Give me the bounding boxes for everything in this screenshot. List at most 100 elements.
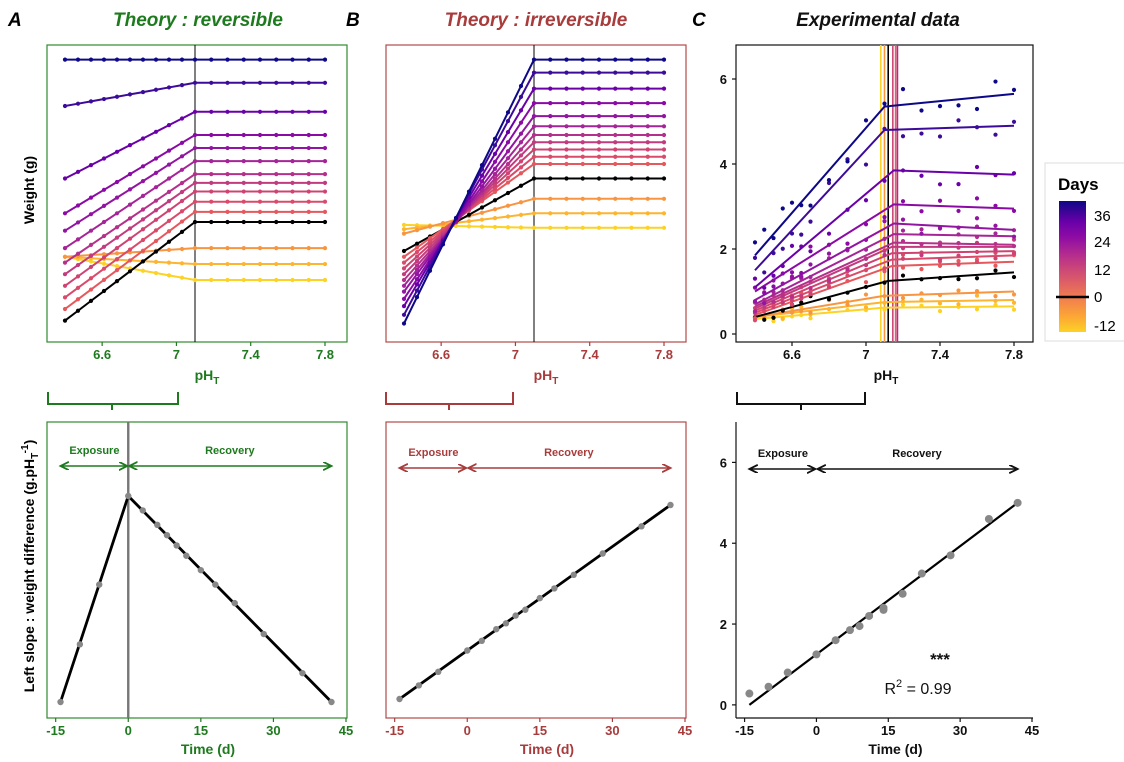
obs-point-c-day-3 xyxy=(845,278,850,284)
series-point-a-day-6 xyxy=(225,199,230,204)
series-point-b-day-3 xyxy=(564,161,569,167)
obs-point-c-day-0 xyxy=(863,284,869,290)
series-point-a-day-8 xyxy=(166,208,172,213)
obs-point-c-day-8 xyxy=(1011,251,1017,256)
slope-point-a xyxy=(96,581,103,588)
series-point-b-day-10 xyxy=(401,272,407,277)
series-point-a-day-42 xyxy=(62,57,68,62)
obs-point-c-day-28 xyxy=(789,243,795,248)
series-point-b-day-36 xyxy=(548,70,553,75)
series-point-b-day-18 xyxy=(564,114,569,119)
slope-point-a xyxy=(231,599,238,607)
series-point-a-day-22 xyxy=(153,156,159,161)
series-point-b-day-15 xyxy=(492,172,498,177)
series-point-a-day-18 xyxy=(114,195,120,200)
legend-tick-12: 12 xyxy=(1094,262,1111,279)
series-point-b-day--14 xyxy=(466,224,472,229)
series-point-a-day-3 xyxy=(290,209,295,214)
series-point-b-day-36 xyxy=(629,70,634,75)
panel-b2-xtick-label: 0 xyxy=(464,723,471,738)
series-point-a-day-22 xyxy=(62,211,68,216)
obs-point-c-day-12 xyxy=(900,238,906,244)
series-point-b-day-36 xyxy=(564,70,569,75)
series-point-a-day-8 xyxy=(225,189,230,194)
series-point-a-day-42 xyxy=(127,57,133,62)
series-point-a-day-0 xyxy=(209,219,214,225)
obs-point-c-day-18 xyxy=(845,246,850,252)
series-point-a-day-6 xyxy=(306,199,311,204)
obs-point-c-day-22 xyxy=(882,215,887,220)
series-point-b-day-28 xyxy=(492,151,498,156)
series-point-b-day--14 xyxy=(401,222,407,227)
obs-point-c-day-42 xyxy=(789,200,795,205)
series-point-b-day-6 xyxy=(613,154,618,159)
obs-point-c-day-0 xyxy=(799,300,804,305)
series-point-a-day-22 xyxy=(179,140,185,145)
slope-point-b xyxy=(396,695,403,703)
obs-point-c-day-22 xyxy=(956,208,961,214)
panel-c-xtick-label: 7 xyxy=(862,347,869,362)
series-point-a-day-3 xyxy=(322,209,328,214)
exposure-label-c: Exposure xyxy=(758,448,808,460)
series-point-a-day-28 xyxy=(225,109,230,114)
obs-point-c-day-15 xyxy=(808,274,813,280)
series-point-a-day-42 xyxy=(192,57,198,62)
obs-point-c-day-8 xyxy=(808,291,813,297)
obs-point-c-day-10 xyxy=(863,263,869,268)
series-point-b-day-42 xyxy=(466,189,472,194)
brace-a xyxy=(47,392,179,410)
time-x-label-b: Time (d) xyxy=(520,741,574,757)
obs-point-c-day-28 xyxy=(771,273,776,278)
obs-point-c-day--14 xyxy=(937,309,943,314)
series-point-b-day--10 xyxy=(645,211,650,216)
obs-point-c-day-28 xyxy=(937,182,943,187)
obs-point-c-day-3 xyxy=(882,269,887,274)
series-point-a-day-3 xyxy=(75,297,81,302)
slope-point-c xyxy=(946,551,955,560)
series-point-a-day--6 xyxy=(114,251,120,256)
series-point-a-day-12 xyxy=(101,233,107,239)
obs-point-c-day-36 xyxy=(919,131,924,136)
obs-point-c-day--10 xyxy=(974,293,980,298)
time-x-label-a: Time (d) xyxy=(181,741,235,757)
series-point-a-day--10 xyxy=(306,261,311,267)
series-point-a-day-28 xyxy=(257,109,263,114)
series-point-a-day--14 xyxy=(140,268,146,273)
series-point-a-day-12 xyxy=(88,242,94,248)
fit-line-c-day-12 xyxy=(754,241,1015,308)
series-point-a-day-22 xyxy=(241,132,246,138)
ph-x-label-c: pHT xyxy=(874,367,899,387)
series-point-a-day--6 xyxy=(241,246,246,251)
series-point-b-day--6 xyxy=(564,196,569,201)
ph-x-label-a: pHT xyxy=(195,367,220,387)
series-point-b-day--14 xyxy=(548,225,553,230)
series-point-b-day-0 xyxy=(479,205,485,210)
series-point-a-day-42 xyxy=(88,57,94,62)
obs-point-c-day-28 xyxy=(799,244,804,249)
series-point-a-day-0 xyxy=(101,288,107,294)
series-point-a-day--6 xyxy=(101,252,107,257)
obs-point-c-day-12 xyxy=(789,294,795,299)
obs-point-c-day-22 xyxy=(993,203,998,208)
slope-point-c xyxy=(764,682,773,691)
series-point-a-day-8 xyxy=(127,236,133,241)
series-point-b-day-15 xyxy=(629,124,634,129)
obs-point-c-day--14 xyxy=(1011,307,1017,312)
obs-point-c-day-22 xyxy=(845,241,850,246)
series-point-a-day-18 xyxy=(225,145,230,151)
obs-point-c-day-8 xyxy=(826,285,832,290)
panel-c-xtick-label: 7.8 xyxy=(1005,347,1023,362)
obs-point-c-day-18 xyxy=(937,226,943,231)
series-point-b-day-8 xyxy=(531,147,537,152)
series-point-a-day-8 xyxy=(101,255,107,260)
series-point-a-day-28 xyxy=(179,116,185,121)
series-point-b-day-18 xyxy=(531,114,537,119)
panel-letter-c: C xyxy=(692,10,706,31)
series-point-b-day--10 xyxy=(401,227,407,232)
series-point-b-day--10 xyxy=(531,211,537,216)
series-point-b-day-28 xyxy=(629,86,634,91)
panel-c-ytick-label: 2 xyxy=(720,242,727,257)
series-point-a-day-10 xyxy=(257,180,263,185)
exposure-label-b: Exposure xyxy=(408,447,458,459)
series-point-a-day-18 xyxy=(290,145,295,151)
